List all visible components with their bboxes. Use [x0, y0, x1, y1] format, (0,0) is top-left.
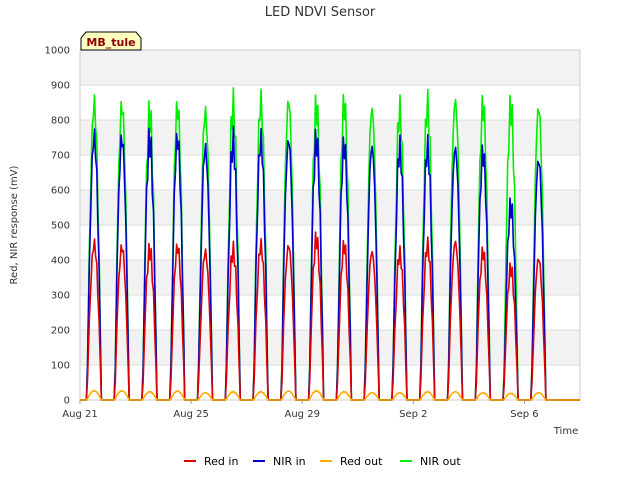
legend-label: Red in	[204, 455, 238, 468]
background-band	[80, 50, 580, 85]
site-badge-text: MB_tule	[86, 36, 135, 49]
y-tick-label: 300	[51, 291, 70, 302]
background-band	[80, 330, 580, 365]
x-axis-label: Time	[553, 426, 578, 437]
y-tick-labels: 0 100 200 300 400 500 600 700 800 900 1000	[45, 46, 70, 407]
legend-label: NIR out	[420, 455, 461, 468]
y-tick-label: 0	[64, 396, 70, 407]
x-tick-labels: Aug 21 Aug 25 Aug 29 Sep 2 Sep 6	[62, 400, 539, 420]
y-tick-label: 600	[51, 186, 70, 197]
background-band	[80, 155, 580, 190]
y-axis-label: Red, NIR response (mV)	[9, 165, 20, 284]
site-badge-shape	[80, 31, 142, 51]
x-tick-label: Aug 29	[285, 409, 320, 420]
y-tick-label: 100	[51, 361, 70, 372]
site-badge: MB_tule	[80, 31, 142, 51]
background-band	[80, 365, 580, 400]
y-tick-label: 800	[51, 116, 70, 127]
background-band	[80, 295, 580, 330]
x-tick-label: Aug 21	[62, 409, 97, 420]
y-tick-label: 900	[51, 81, 70, 92]
legend-label: NIR in	[273, 455, 306, 468]
background-band	[80, 260, 580, 295]
x-tick-label: Aug 25	[173, 409, 208, 420]
series-line-red-out	[80, 389, 580, 401]
background-band	[80, 85, 580, 120]
y-tick-label: 500	[51, 221, 70, 232]
series-layer	[80, 87, 580, 401]
background-band	[80, 120, 580, 155]
plot-background-bands	[80, 50, 580, 400]
y-tick-label: 1000	[45, 46, 70, 57]
y-tick-label: 700	[51, 151, 70, 162]
chart-title: LED NDVI Sensor	[265, 5, 376, 20]
legend-label: Red out	[340, 455, 383, 468]
background-band	[80, 225, 580, 260]
y-tick-label: 200	[51, 326, 70, 337]
y-tick-label: 400	[51, 256, 70, 267]
legend: Red in NIR in Red out NIR out	[184, 455, 461, 468]
x-tick-label: Sep 6	[510, 409, 538, 420]
background-band	[80, 190, 580, 225]
x-tick-label: Sep 2	[399, 409, 427, 420]
